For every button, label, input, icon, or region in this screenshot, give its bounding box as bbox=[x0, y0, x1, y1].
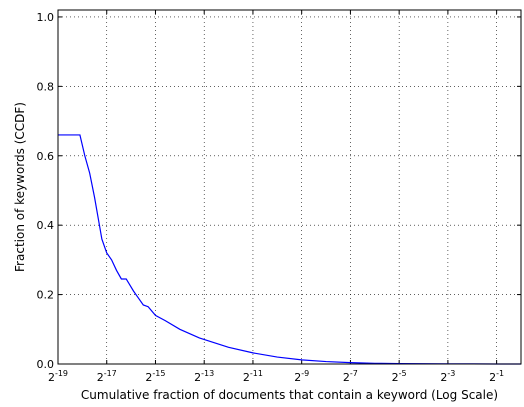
x-tick-exponent: -11 bbox=[250, 369, 263, 378]
x-tick-base: 2 bbox=[440, 371, 447, 384]
x-tick-exponent: -1 bbox=[496, 369, 504, 378]
x-axis-label: Cumulative fraction of documents that co… bbox=[81, 388, 498, 402]
x-tick-base: 2 bbox=[97, 371, 104, 384]
y-tick-label: 0.4 bbox=[37, 219, 55, 232]
x-tick-exponent: -19 bbox=[55, 369, 68, 378]
x-tick-exponent: -15 bbox=[152, 369, 165, 378]
x-tick-label: 2-11 bbox=[243, 369, 263, 384]
x-tick-exponent: -13 bbox=[201, 369, 214, 378]
y-tick-label: 0.8 bbox=[37, 80, 55, 93]
x-tick-label: 2-3 bbox=[440, 369, 455, 384]
x-tick-label: 2-5 bbox=[392, 369, 407, 384]
x-tick-label: 2-1 bbox=[489, 369, 504, 384]
series-layer bbox=[58, 134, 522, 365]
y-tick-label: 1.0 bbox=[37, 11, 55, 24]
x-tick-base: 2 bbox=[48, 371, 55, 384]
series-line-0 bbox=[58, 134, 522, 365]
x-tick-base: 2 bbox=[194, 371, 201, 384]
x-tick-label: 2-7 bbox=[343, 369, 358, 384]
x-tick-exponent: -3 bbox=[447, 369, 455, 378]
x-tick-base: 2 bbox=[294, 371, 301, 384]
x-tick-base: 2 bbox=[343, 371, 350, 384]
x-tick-exponent: -7 bbox=[350, 369, 358, 378]
y-axis-ticks: 0.0 0.2 0.4 0.6 0.8 1.0 bbox=[37, 11, 521, 371]
x-tick-exponent: -5 bbox=[399, 369, 407, 378]
x-tick-base: 2 bbox=[489, 371, 496, 384]
x-tick-label: 2-13 bbox=[194, 369, 214, 384]
x-tick-label: 2-19 bbox=[48, 369, 68, 384]
x-tick-label: 2-9 bbox=[294, 369, 309, 384]
x-tick-exponent: -17 bbox=[104, 369, 117, 378]
x-tick-label: 2-15 bbox=[145, 369, 165, 384]
y-tick-label: 0.6 bbox=[37, 150, 55, 163]
plot-frame bbox=[57, 9, 522, 365]
x-tick-base: 2 bbox=[392, 371, 399, 384]
y-axis-label: Fraction of keywords (CCDF) bbox=[13, 102, 27, 272]
y-tick-label: 0.0 bbox=[37, 358, 55, 371]
y-tick-label: 0.2 bbox=[37, 289, 55, 302]
x-axis-ticks: 2-19 2-17 2-15 2-13 2-11 2-9 2-7 2-5 2-3 2-1 bbox=[48, 10, 504, 384]
grid bbox=[57, 10, 521, 365]
x-tick-label: 2-17 bbox=[97, 369, 117, 384]
x-tick-exponent: -9 bbox=[301, 369, 309, 378]
x-tick-base: 2 bbox=[243, 371, 250, 384]
x-tick-base: 2 bbox=[145, 371, 152, 384]
